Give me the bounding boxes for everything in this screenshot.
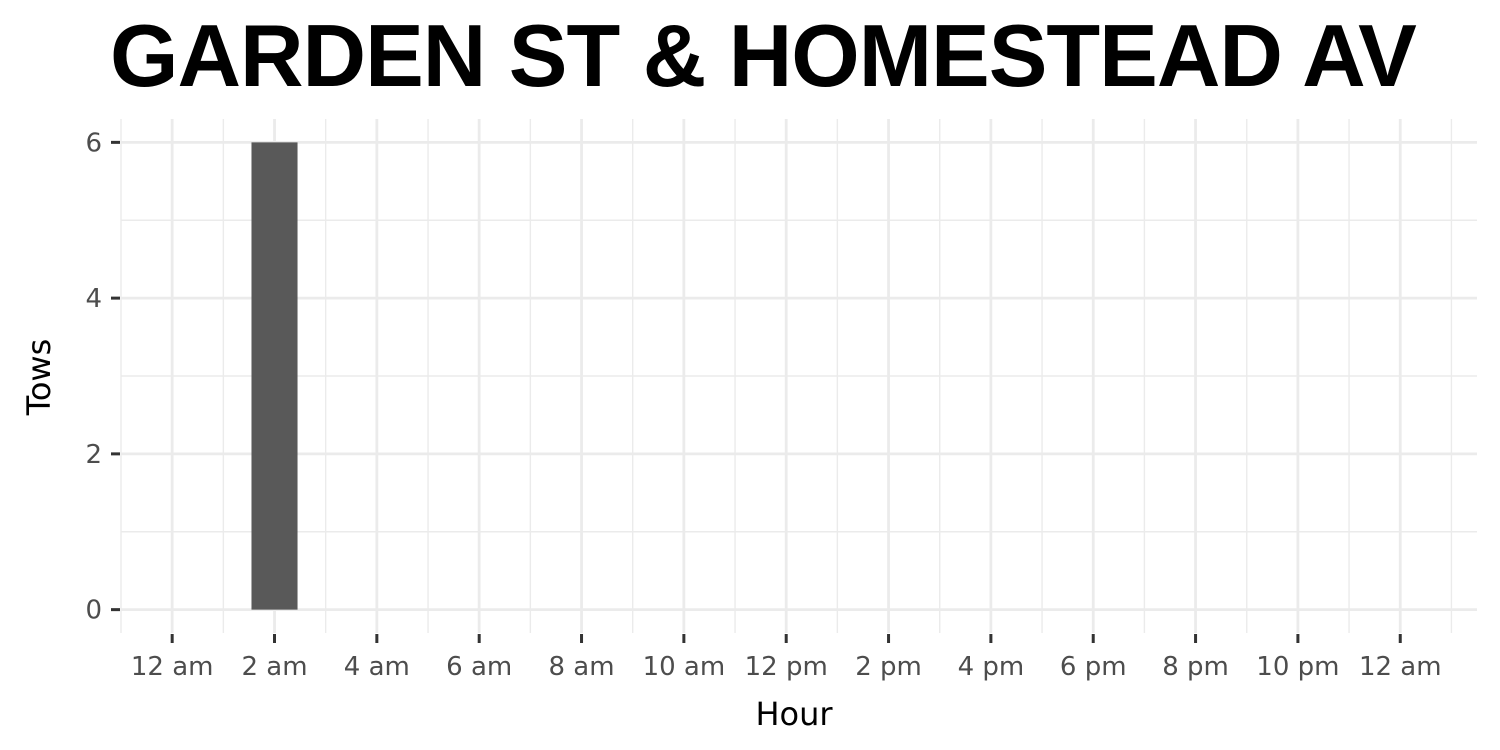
x-tick-label: 12 am — [131, 652, 214, 682]
x-tick-label: 12 am — [1359, 652, 1442, 682]
x-tick-label: 6 am — [446, 652, 512, 682]
x-tick-label: 2 am — [241, 652, 307, 682]
x-tick-label: 6 pm — [1060, 652, 1127, 682]
x-axis-title: Hour — [755, 695, 833, 733]
y-axis-title: Tows — [20, 339, 58, 417]
x-tick-label: 10 am — [643, 652, 726, 682]
y-tick-label: 6 — [85, 128, 102, 158]
chart-title: GARDEN ST & HOMESTEAD AV — [110, 6, 1417, 105]
y-tick-label: 2 — [85, 440, 102, 470]
bars — [251, 142, 298, 610]
grid-lines — [120, 119, 1477, 633]
y-tick-label: 0 — [85, 596, 102, 626]
bar — [251, 142, 298, 610]
y-axis: 0 2 4 6 — [85, 128, 120, 626]
x-tick-label: 4 am — [344, 652, 410, 682]
x-axis: 12 am 2 am 4 am 6 am 8 am 10 am 12 pm 2 pm 4 pm 6… — [131, 634, 1442, 682]
x-tick-label: 4 pm — [958, 652, 1025, 682]
x-tick-label: 8 am — [548, 652, 614, 682]
x-tick-label: 12 pm — [745, 652, 828, 682]
y-tick-label: 4 — [85, 284, 102, 314]
x-tick-label: 8 pm — [1162, 652, 1229, 682]
x-tick-label: 2 pm — [855, 652, 922, 682]
x-tick-label: 10 pm — [1256, 652, 1339, 682]
